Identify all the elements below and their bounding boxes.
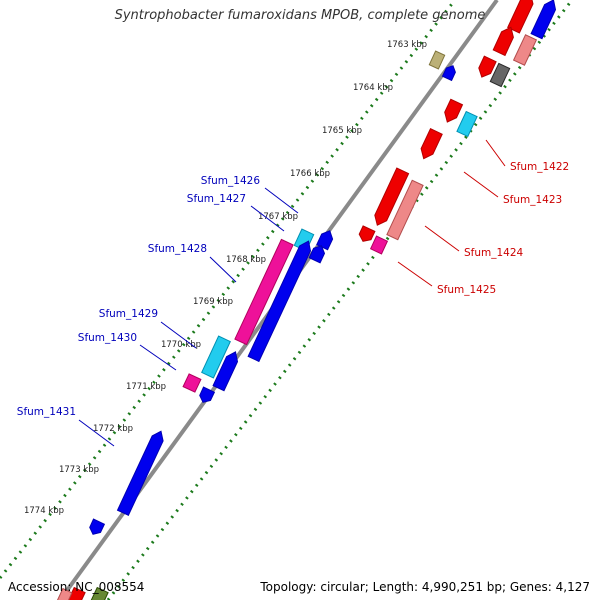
gene-label[interactable]: Sfum_1424 bbox=[464, 247, 524, 259]
gene-feature-forward bbox=[478, 55, 497, 78]
gene-feature-reverse bbox=[89, 518, 106, 535]
gene-feature-forward bbox=[512, 34, 538, 66]
gene-feature-forward bbox=[507, 0, 534, 34]
scale-tick-label: 1774 kbp bbox=[24, 506, 64, 516]
gene-leader-line bbox=[160, 321, 197, 349]
gene-leader-line bbox=[264, 187, 299, 214]
gene-leader-line bbox=[485, 139, 506, 167]
scale-tick-label: 1767 kbp bbox=[258, 212, 298, 222]
scale-tick-label: 1764 kbp bbox=[353, 83, 393, 93]
gene-label[interactable]: Sfum_1427 bbox=[187, 193, 246, 205]
gene-label[interactable]: Sfum_1430 bbox=[78, 332, 137, 344]
gene-feature-forward bbox=[489, 62, 511, 88]
gene-feature-reverse bbox=[201, 335, 231, 379]
scale-tick-label: 1773 kbp bbox=[59, 465, 99, 475]
feature-layer bbox=[57, 0, 557, 600]
gene-leader-line bbox=[424, 225, 460, 252]
scale-tick-label: 1771 kbp bbox=[126, 382, 166, 392]
gene-feature-reverse bbox=[441, 65, 456, 82]
tick-layer: 1763 kbp 1764 kbp 1765 kbp 1766 kbp 1767 kbp… bbox=[0, 0, 574, 600]
gene-feature-reverse bbox=[308, 245, 326, 264]
gene-feature-reverse bbox=[428, 50, 446, 70]
gene-feature-forward bbox=[456, 110, 478, 138]
gene-label[interactable]: Sfum_1422 bbox=[510, 161, 569, 173]
gene-feature-reverse bbox=[199, 386, 216, 403]
scale-tick-label: 1769 kbp bbox=[193, 297, 233, 307]
scale-tick-label: 1768 kbp bbox=[226, 255, 266, 265]
gene-label[interactable]: Sfum_1431 bbox=[17, 406, 76, 418]
gene-leader-line bbox=[463, 171, 499, 198]
gene-leader-line bbox=[139, 344, 177, 371]
scale-tick-label: 1763 kbp bbox=[387, 40, 427, 50]
gene-feature-reverse bbox=[182, 373, 202, 393]
gene-label[interactable]: Sfum_1426 bbox=[201, 175, 261, 187]
gene-leader-line bbox=[209, 256, 237, 283]
scale-tick-label: 1770 kbp bbox=[161, 340, 201, 350]
accession-text: Accession: NC_008554 bbox=[8, 580, 145, 594]
gene-feature-forward bbox=[386, 179, 424, 241]
gene-label[interactable]: Sfum_1428 bbox=[148, 243, 207, 255]
tick-track-right bbox=[106, 0, 574, 600]
gene-leader-line bbox=[397, 261, 433, 287]
gene-feature-forward bbox=[530, 0, 557, 40]
gene-feature-forward bbox=[90, 586, 109, 600]
gene-feature-reverse bbox=[247, 240, 312, 363]
gene-label[interactable]: Sfum_1425 bbox=[437, 284, 496, 296]
gene-feature-reverse bbox=[316, 230, 334, 251]
gene-leader-line bbox=[78, 419, 115, 447]
gene-feature-forward bbox=[492, 26, 514, 57]
gene-feature-forward bbox=[369, 235, 389, 255]
gene-leader-line bbox=[250, 205, 285, 232]
gene-feature-forward bbox=[57, 587, 73, 600]
scale-tick-label: 1765 kbp bbox=[322, 126, 362, 136]
gene-feature-reverse bbox=[212, 351, 239, 392]
scale-tick-label: 1766 kbp bbox=[290, 169, 330, 179]
scale-tick-label: 1772 kbp bbox=[93, 424, 133, 434]
gene-feature-forward bbox=[358, 225, 376, 242]
gene-feature-forward bbox=[420, 128, 443, 160]
gene-label[interactable]: Sfum_1429 bbox=[99, 308, 158, 320]
label-layer: Sfum_1422 Sfum_1423 Sfum_1424 Sfum_1425 Sfum… bbox=[17, 139, 569, 447]
gene-feature-reverse bbox=[234, 238, 294, 346]
gene-feature-reverse bbox=[116, 430, 164, 516]
gene-feature-forward bbox=[374, 167, 410, 226]
gene-feature-forward bbox=[444, 98, 464, 123]
topology-summary: Topology: circular; Length: 4,990,251 bp… bbox=[260, 580, 590, 594]
gene-label[interactable]: Sfum_1423 bbox=[503, 194, 562, 206]
genome-title: Syntrophobacter fumaroxidans MPOB, compl… bbox=[114, 8, 486, 23]
